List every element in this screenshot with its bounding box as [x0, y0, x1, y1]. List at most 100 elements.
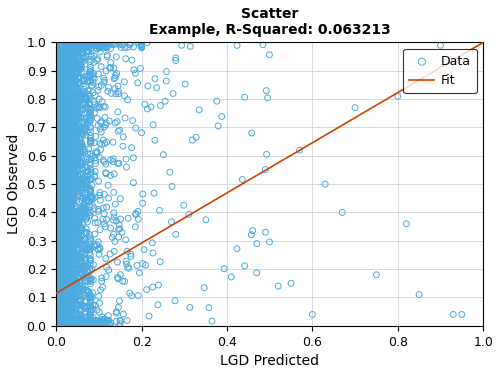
Data	[58, 194, 66, 200]
Data	[79, 106, 87, 112]
Data	[56, 88, 64, 94]
Data	[54, 310, 62, 316]
Data	[54, 219, 62, 225]
Data	[60, 320, 68, 326]
Data	[77, 316, 85, 322]
Data	[240, 94, 248, 100]
Data	[54, 262, 62, 268]
Data	[62, 147, 70, 153]
Data	[61, 95, 69, 101]
Data	[63, 271, 71, 277]
Data	[54, 298, 62, 304]
Data	[56, 319, 64, 325]
Data	[151, 76, 159, 82]
Data	[52, 317, 60, 323]
Data	[70, 178, 78, 184]
Data	[68, 132, 76, 138]
Data	[60, 233, 68, 239]
Data	[66, 54, 74, 60]
Data	[262, 229, 270, 235]
Data	[58, 282, 66, 288]
Data	[110, 248, 118, 254]
Data	[55, 90, 63, 96]
Data	[73, 106, 81, 112]
Data	[91, 220, 99, 226]
Data	[56, 205, 64, 211]
Data	[64, 156, 72, 162]
Data	[68, 267, 76, 273]
Data	[73, 310, 81, 316]
Data	[55, 58, 63, 64]
Data	[56, 278, 64, 284]
Data	[59, 119, 67, 125]
Data	[54, 306, 62, 312]
Data	[74, 165, 82, 171]
Data	[67, 265, 75, 271]
Data	[93, 150, 101, 156]
Data	[68, 226, 76, 232]
Data	[72, 42, 80, 48]
Data	[54, 320, 62, 326]
Data	[70, 319, 78, 325]
Data	[58, 167, 66, 173]
Data	[56, 317, 64, 323]
Data	[54, 321, 62, 327]
Data	[54, 110, 62, 116]
Data	[60, 103, 68, 109]
Data	[55, 117, 63, 123]
Data	[52, 64, 60, 70]
Data	[54, 129, 62, 135]
Data	[54, 247, 62, 253]
Data	[60, 244, 68, 250]
Data	[74, 54, 82, 60]
Data	[69, 242, 77, 248]
Data	[82, 96, 90, 102]
Data	[64, 320, 72, 326]
Data	[64, 279, 72, 285]
Data	[60, 318, 68, 324]
Data	[56, 318, 64, 324]
Data	[95, 104, 103, 110]
Data	[55, 248, 63, 254]
Data	[56, 322, 64, 328]
Data	[73, 231, 81, 237]
Data	[55, 263, 63, 269]
Data	[59, 91, 67, 97]
Data	[69, 59, 77, 65]
Data	[56, 84, 64, 90]
Data	[134, 40, 142, 46]
Data	[82, 320, 90, 326]
Data	[53, 236, 61, 242]
Data	[74, 320, 82, 326]
Data	[60, 192, 68, 198]
Data	[60, 298, 68, 304]
Data	[63, 192, 71, 198]
Data	[60, 207, 68, 213]
Data	[60, 321, 68, 327]
Data	[72, 242, 80, 248]
Data	[54, 321, 62, 327]
Data	[66, 185, 74, 191]
Data	[130, 67, 138, 73]
Data	[74, 180, 82, 186]
Data	[64, 321, 72, 327]
Data	[54, 228, 62, 234]
Data	[70, 322, 78, 328]
Data	[60, 321, 68, 327]
Data	[55, 159, 63, 165]
Data	[74, 321, 82, 327]
Data	[100, 319, 108, 325]
Data	[70, 65, 78, 71]
Data	[66, 279, 74, 285]
Data	[53, 75, 61, 81]
Data	[68, 202, 76, 208]
Data	[54, 266, 62, 272]
Data	[61, 256, 69, 262]
Data	[60, 96, 68, 102]
Data	[60, 320, 68, 326]
Data	[64, 192, 72, 198]
Data	[76, 160, 84, 166]
Data	[72, 322, 80, 328]
Data	[57, 42, 65, 48]
Data	[55, 154, 63, 160]
